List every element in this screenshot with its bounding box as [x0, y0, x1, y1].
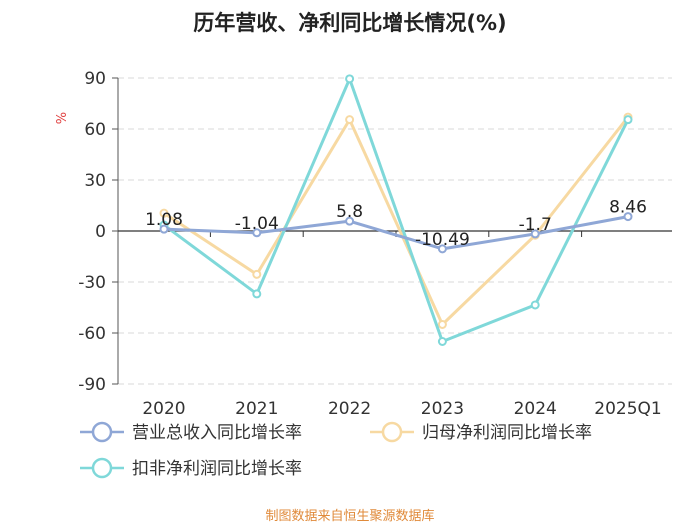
data-label: -1.04: [235, 214, 279, 234]
legend-label: 归母净利润同比增长率: [422, 423, 592, 443]
series-line: [163, 116, 630, 326]
data-point: [345, 115, 355, 125]
legend-marker: [91, 421, 113, 443]
chart-title: 历年营收、净利同比增长情况(%): [193, 11, 506, 35]
y-tick-label: -60: [78, 324, 106, 344]
x-tick-label: 2020: [142, 399, 185, 419]
data-labels: 1.08 -1.04 5.8 -10.49 -1.7 8.46: [145, 198, 647, 250]
legend-marker: [91, 457, 113, 479]
data-point: [623, 115, 633, 125]
y-tick-label: 30: [84, 171, 106, 191]
y-tick-label: 60: [84, 120, 106, 140]
x-tick-label: 2022: [328, 399, 371, 419]
data-label: -10.49: [415, 230, 470, 250]
data-point: [530, 229, 540, 239]
data-point: [623, 212, 633, 222]
x-tick-label: 2023: [421, 399, 464, 419]
legend-label: 营业总收入同比增长率: [132, 423, 302, 443]
data-point: [252, 269, 262, 279]
y-axis-label: %: [55, 112, 70, 124]
y-tick-label: -90: [78, 375, 106, 395]
data-point: [437, 244, 447, 254]
series-line: [163, 77, 630, 343]
data-point: [159, 208, 169, 218]
axes: 90 60 30 0 -30 -60 -90 2020 2021 2022 2023 2024 2025…: [78, 69, 672, 419]
data-point: [437, 337, 447, 346]
legend-label: 扣非净利润同比增长率: [132, 459, 302, 479]
data-point: [437, 320, 447, 329]
data-point: [159, 224, 169, 234]
data-label: 1.08: [145, 210, 183, 230]
data-point: [252, 289, 262, 299]
series-line: [163, 215, 629, 251]
data-point: [345, 216, 355, 226]
y-tick-label: -30: [78, 273, 106, 293]
y-tick-label: 90: [84, 69, 106, 89]
data-point: [345, 74, 355, 84]
data-label: -1.7: [519, 215, 552, 235]
legend-marker: [381, 421, 403, 443]
y-tick-label: 0: [95, 222, 106, 242]
source-note: 制图数据来自恒生聚源数据库: [265, 508, 434, 524]
data-point: [252, 228, 262, 238]
data-point: [530, 300, 540, 310]
data-label: 5.8: [336, 202, 363, 222]
series: [159, 74, 633, 346]
x-tick-label: 2021: [235, 399, 278, 419]
x-tick-label: 2024: [514, 399, 557, 419]
data-label: 8.46: [609, 198, 647, 218]
x-tick-label: 2025Q1: [594, 399, 661, 419]
